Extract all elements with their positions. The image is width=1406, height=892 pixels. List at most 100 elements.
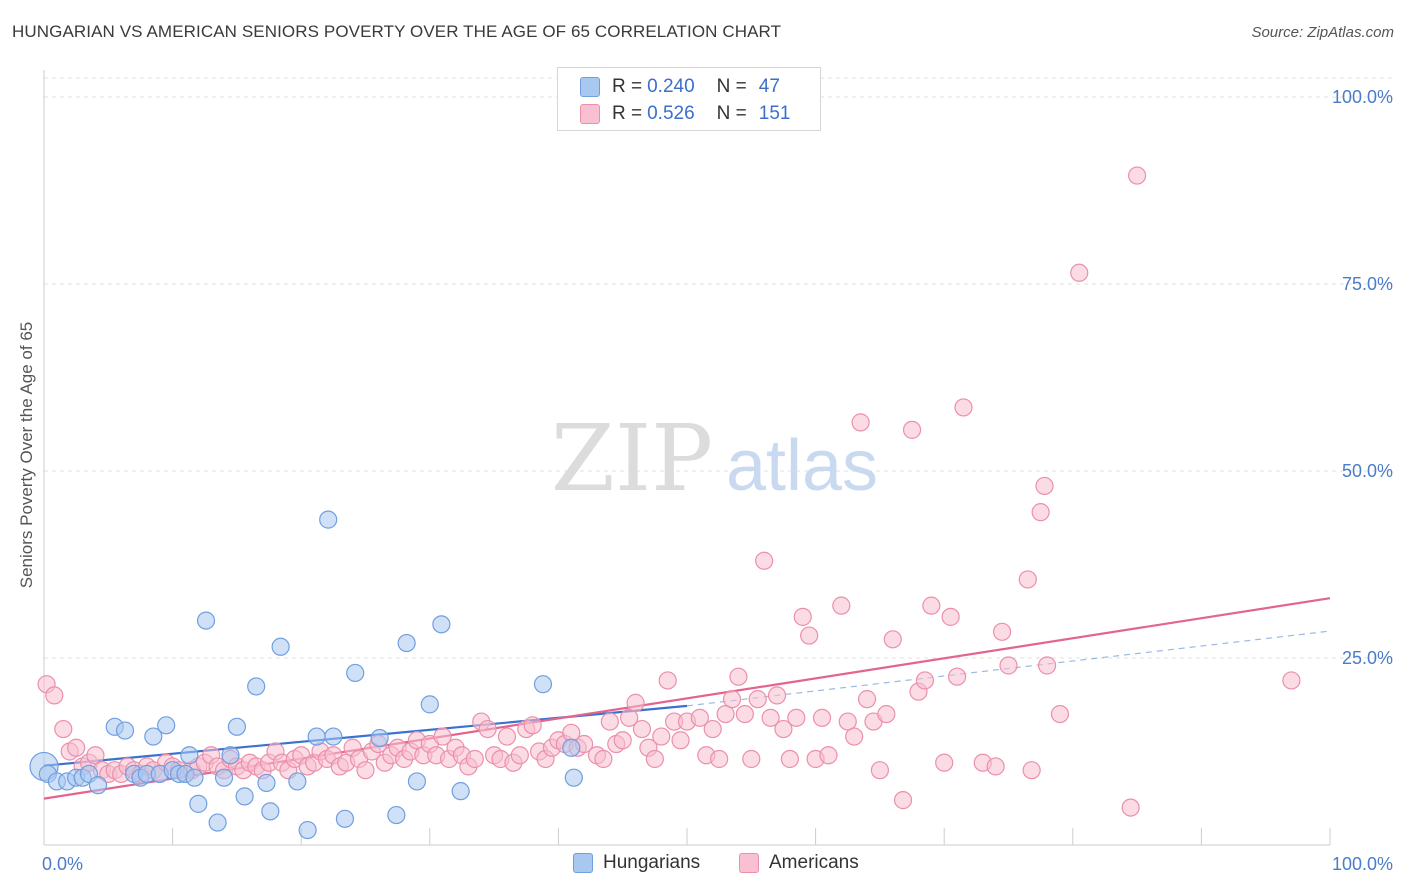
data-point — [1037, 656, 1057, 675]
data-point — [877, 704, 896, 724]
data-point — [947, 667, 967, 686]
correlation-legend: R = 0.240 N = 47 R = 0.526 N = 151 — [557, 67, 821, 131]
data-point — [157, 716, 176, 735]
data-point — [307, 727, 326, 746]
data-point — [838, 712, 857, 731]
data-point — [1121, 798, 1140, 817]
data-point — [710, 749, 729, 769]
data-point — [812, 708, 832, 727]
data-point — [214, 768, 234, 787]
y-tick-labels: 25.0% 50.0% 75.0% 100.0% — [1332, 87, 1393, 668]
legend-swatch-americans — [580, 104, 600, 124]
data-point — [935, 753, 954, 772]
x-tick-labels: 0.0% 100.0% — [42, 854, 1393, 874]
y-tick-label: 50.0% — [1342, 461, 1393, 481]
data-point — [787, 708, 806, 727]
chart-title: HUNGARIAN VS AMERICAN SENIORS POVERTY OV… — [12, 22, 782, 41]
data-point — [45, 686, 64, 705]
legend-r-label: R = — [612, 76, 643, 97]
legend-item-americans[interactable]: Americans — [739, 852, 859, 874]
data-point — [722, 690, 742, 709]
data-point — [986, 757, 1005, 776]
legend-r-label: R = — [612, 103, 643, 124]
legend-n-value: 47 — [758, 76, 780, 97]
data-point — [780, 749, 799, 769]
data-point — [800, 626, 819, 645]
legend-row-americans: R = 0.526 N = 151 — [580, 101, 790, 127]
data-point — [235, 787, 254, 806]
data-point — [288, 772, 307, 791]
data-point — [1018, 570, 1037, 589]
data-point — [671, 731, 690, 750]
series-legend: Hungarians Americans — [0, 852, 1406, 878]
data-point — [271, 637, 290, 656]
data-point — [397, 633, 416, 653]
data-point — [620, 708, 639, 727]
chart-source: Source: ZipAtlas.com — [1251, 24, 1394, 41]
data-point — [870, 761, 890, 780]
legend-n-label: N = — [716, 76, 747, 97]
legend-n-value: 151 — [758, 103, 791, 124]
data-point — [1282, 671, 1301, 690]
data-point — [851, 413, 870, 432]
data-point — [180, 746, 199, 765]
data-point — [451, 782, 470, 801]
data-point — [954, 398, 973, 417]
y-axis-title: Seniors Poverty Over the Age of 65 — [17, 322, 36, 588]
data-point — [465, 749, 484, 769]
data-point — [227, 717, 246, 736]
data-point — [1022, 761, 1041, 780]
data-point — [497, 727, 517, 746]
data-point — [658, 671, 677, 690]
data-point — [992, 622, 1012, 641]
legend-swatch-hungarians — [573, 853, 593, 873]
data-point — [370, 728, 389, 748]
data-point — [645, 749, 664, 769]
data-point — [613, 731, 632, 750]
data-point — [356, 761, 375, 780]
data-point — [432, 615, 451, 634]
legend-r-value: 0.240 — [647, 76, 695, 97]
data-point — [319, 510, 338, 529]
legend-label-hungarians: Hungarians — [603, 852, 701, 873]
data-point — [1050, 704, 1070, 724]
data-point — [324, 727, 343, 746]
data-point — [144, 727, 163, 746]
x-tick-label: 0.0% — [42, 854, 83, 874]
data-point — [594, 749, 613, 769]
data-point — [67, 738, 86, 757]
data-point — [298, 820, 317, 840]
data-point — [761, 708, 780, 727]
data-point — [1070, 263, 1089, 282]
data-point — [915, 671, 935, 690]
legend-item-hungarians[interactable]: Hungarians — [573, 852, 700, 874]
data-point — [564, 768, 583, 787]
data-point — [189, 794, 208, 813]
data-point — [420, 695, 439, 714]
data-point — [387, 805, 406, 825]
data-point — [999, 656, 1018, 675]
legend-swatch-hungarians — [580, 77, 600, 97]
data-point — [433, 727, 452, 746]
data-point — [941, 607, 960, 626]
data-points — [29, 166, 1301, 840]
axes — [43, 70, 1330, 846]
data-point — [626, 693, 645, 712]
legend-r-value: 0.526 — [647, 103, 695, 124]
data-point — [729, 667, 748, 686]
data-point — [1035, 476, 1054, 496]
data-point — [257, 773, 276, 793]
data-point — [742, 749, 761, 769]
data-point — [832, 596, 851, 615]
data-point — [767, 686, 787, 705]
data-point — [115, 721, 135, 740]
data-point — [523, 716, 542, 735]
y-tick-label: 100.0% — [1332, 87, 1393, 107]
data-point — [922, 596, 941, 615]
legend-row-hungarians: R = 0.240 N = 47 — [580, 74, 780, 100]
data-point — [510, 746, 529, 765]
watermark-zip: ZIP — [551, 405, 713, 512]
data-point — [632, 719, 652, 739]
data-point — [196, 611, 216, 630]
